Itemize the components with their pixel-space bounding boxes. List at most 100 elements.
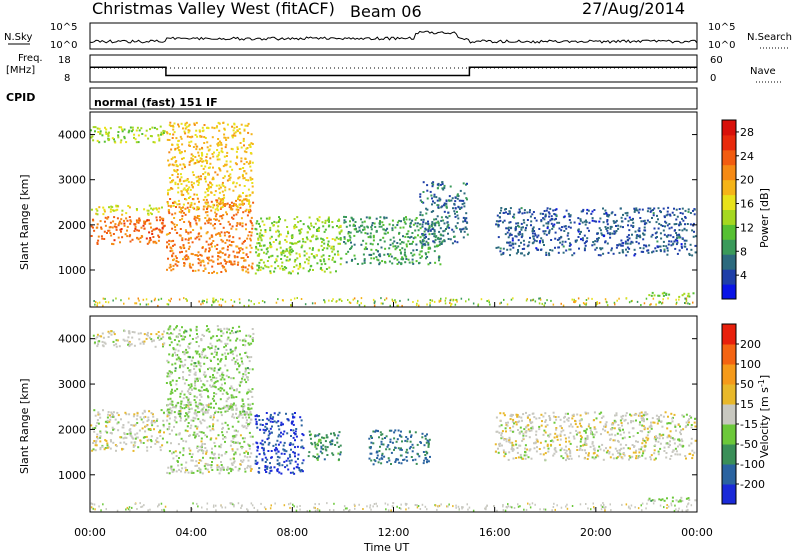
noise-frame <box>89 22 698 50</box>
velocity-colorbar-swatch-3 <box>722 424 736 445</box>
velocity-colorbar-tick-label-2: 50 <box>740 378 754 391</box>
freq-label-line2: [MHz] <box>6 65 35 76</box>
velocity-colorbar: 200 100 50 15 -15 -50 -100 -200 <box>721 323 765 505</box>
velocity-colorbar-swatch-8 <box>722 324 736 345</box>
power-colorbar-swatch-9 <box>722 149 736 166</box>
velocity-colorbar-tick-label-4: -15 <box>740 418 758 431</box>
velocity-colorbar-tick-label-5: -50 <box>740 438 758 451</box>
velocity-colorbar-swatch-5 <box>722 384 736 405</box>
xtick-label-6: 00:00 <box>681 526 713 539</box>
xtick-label-3: 12:00 <box>378 526 410 539</box>
power-colorbar-label: Power [dB] <box>758 188 771 248</box>
xtick-label-0: 00:00 <box>74 526 106 539</box>
xtick-label-5: 20:00 <box>580 526 612 539</box>
station-title: Christmas Valley West (fitACF) <box>92 0 335 18</box>
velocity-colorbar-swatch-7 <box>722 344 736 365</box>
power-region-3 <box>165 197 255 275</box>
power-region-7 <box>419 181 469 248</box>
power-region-0 <box>90 216 166 246</box>
power-colorbar-swatch-7 <box>722 179 736 196</box>
noise-panel: N.Sky N.Search 10^5 10^0 10^5 10^0 <box>4 22 792 51</box>
noise-trace <box>89 30 698 44</box>
power-colorbar-tick-label-5: 24 <box>740 150 754 163</box>
power-region-5 <box>254 216 343 275</box>
power-colorbar-swatch-6 <box>722 194 736 210</box>
freq-tick-bottom: 8 <box>64 73 70 84</box>
freq-label-line1: Freq. <box>18 53 43 64</box>
power-colorbar-swatch-0 <box>722 284 736 300</box>
velocity-region-5 <box>307 430 342 462</box>
noise-left-label: N.Sky <box>4 32 32 43</box>
cpid-frame <box>89 87 698 110</box>
power-ytick-label-1: 2000 <box>58 219 86 232</box>
power-region-4 <box>165 121 254 212</box>
power-colorbar-swatch-3 <box>722 239 736 255</box>
power-region-2 <box>90 125 166 144</box>
cpid-text: normal (fast) 151 IF <box>94 96 218 109</box>
velocity-ytick-label-3: 4000 <box>58 333 86 346</box>
beam-title: Beam 06 <box>350 2 422 21</box>
nave-tick-top: 60 <box>710 55 723 66</box>
velocity-near-range-scatter <box>90 502 693 512</box>
velocity-region-1 <box>92 329 166 348</box>
power-colorbar-frame <box>721 119 737 300</box>
xtick-label-2: 08:00 <box>276 526 308 539</box>
xtick-label-1: 04:00 <box>175 526 207 539</box>
power-colorbar-tick-label-1: 8 <box>740 245 747 258</box>
freq-tick-top: 18 <box>58 55 71 66</box>
power-region-1 <box>91 204 163 216</box>
noise-right-tick-top: 10^5 <box>708 22 735 33</box>
velocity-colorbar-tick-label-7: -200 <box>740 478 765 491</box>
velocity-region-3 <box>165 325 255 416</box>
power-colorbar-tick-label-0: 4 <box>740 269 747 282</box>
freq-frame <box>89 54 698 83</box>
power-colorbar-swatch-4 <box>722 224 736 240</box>
power-region-9 <box>648 291 695 298</box>
time-xlabel: Time UT <box>363 541 409 554</box>
power-plot-background <box>90 112 697 307</box>
velocity-colorbar-label: Velocity [m s-1] <box>757 375 771 458</box>
power-colorbar-tick-label-3: 16 <box>740 198 754 211</box>
velocity-region-8 <box>647 496 697 503</box>
velocity-y-ticks: 1000 2000 3000 4000 <box>58 333 697 482</box>
power-region-6 <box>343 215 444 266</box>
power-colorbar-swatch-1 <box>722 269 736 285</box>
velocity-colorbar-swatch-0 <box>722 484 736 505</box>
noise-right-tick-bottom: 10^0 <box>708 40 735 51</box>
velocity-colorbar-swatch-6 <box>722 364 736 385</box>
power-near-range-scatter <box>93 297 694 307</box>
power-colorbar-swatch-2 <box>722 254 736 270</box>
power-region-8 <box>495 206 697 257</box>
power-colorbar-swatch-11 <box>722 120 736 136</box>
velocity-colorbar-tick-label-0: 200 <box>740 338 761 351</box>
velocity-panel: 1000 2000 3000 4000 Slant Range [km] 200 100… <box>18 315 771 513</box>
velocity-region-6 <box>368 429 431 466</box>
velocity-ytick-label-0: 1000 <box>58 469 86 482</box>
velocity-colorbar-frame <box>721 323 737 505</box>
velocity-plot-background <box>90 316 697 512</box>
velocity-ylabel: Slant Range [km] <box>18 378 31 474</box>
velocity-colorbar-swatch-4 <box>722 404 736 425</box>
date-title: 27/Aug/2014 <box>582 0 685 18</box>
velocity-ytick-label-2: 3000 <box>58 378 86 391</box>
nave-tick-bottom: 0 <box>710 73 716 84</box>
velocity-region-7 <box>494 411 697 462</box>
power-panel: 1000 2000 3000 4000 Slant Range [km] 4 8 12 16… <box>18 111 771 308</box>
velocity-colorbar-swatch-2 <box>722 444 736 465</box>
power-ytick-label-2: 3000 <box>58 174 86 187</box>
time-x-ticks: 00:00 04:00 08:00 12:00 16:00 20:00 00:00 <box>74 302 713 539</box>
power-marks <box>90 121 697 307</box>
power-colorbar-swatch-5 <box>722 209 736 225</box>
velocity-colorbar-swatch-1 <box>722 464 736 485</box>
nave-label: Nave <box>750 66 776 77</box>
noise-left-tick-bottom: 10^0 <box>50 40 77 51</box>
power-ytick-label-0: 1000 <box>58 264 86 277</box>
power-y-ticks: 1000 2000 3000 4000 <box>58 129 697 277</box>
velocity-marks <box>90 325 697 512</box>
power-ylabel: Slant Range [km] <box>18 174 31 270</box>
power-colorbar-tick-label-6: 28 <box>740 126 754 139</box>
power-colorbar-swatch-8 <box>722 164 736 181</box>
freq-step-line <box>90 66 697 77</box>
velocity-colorbar-tick-label-6: -100 <box>740 458 765 471</box>
